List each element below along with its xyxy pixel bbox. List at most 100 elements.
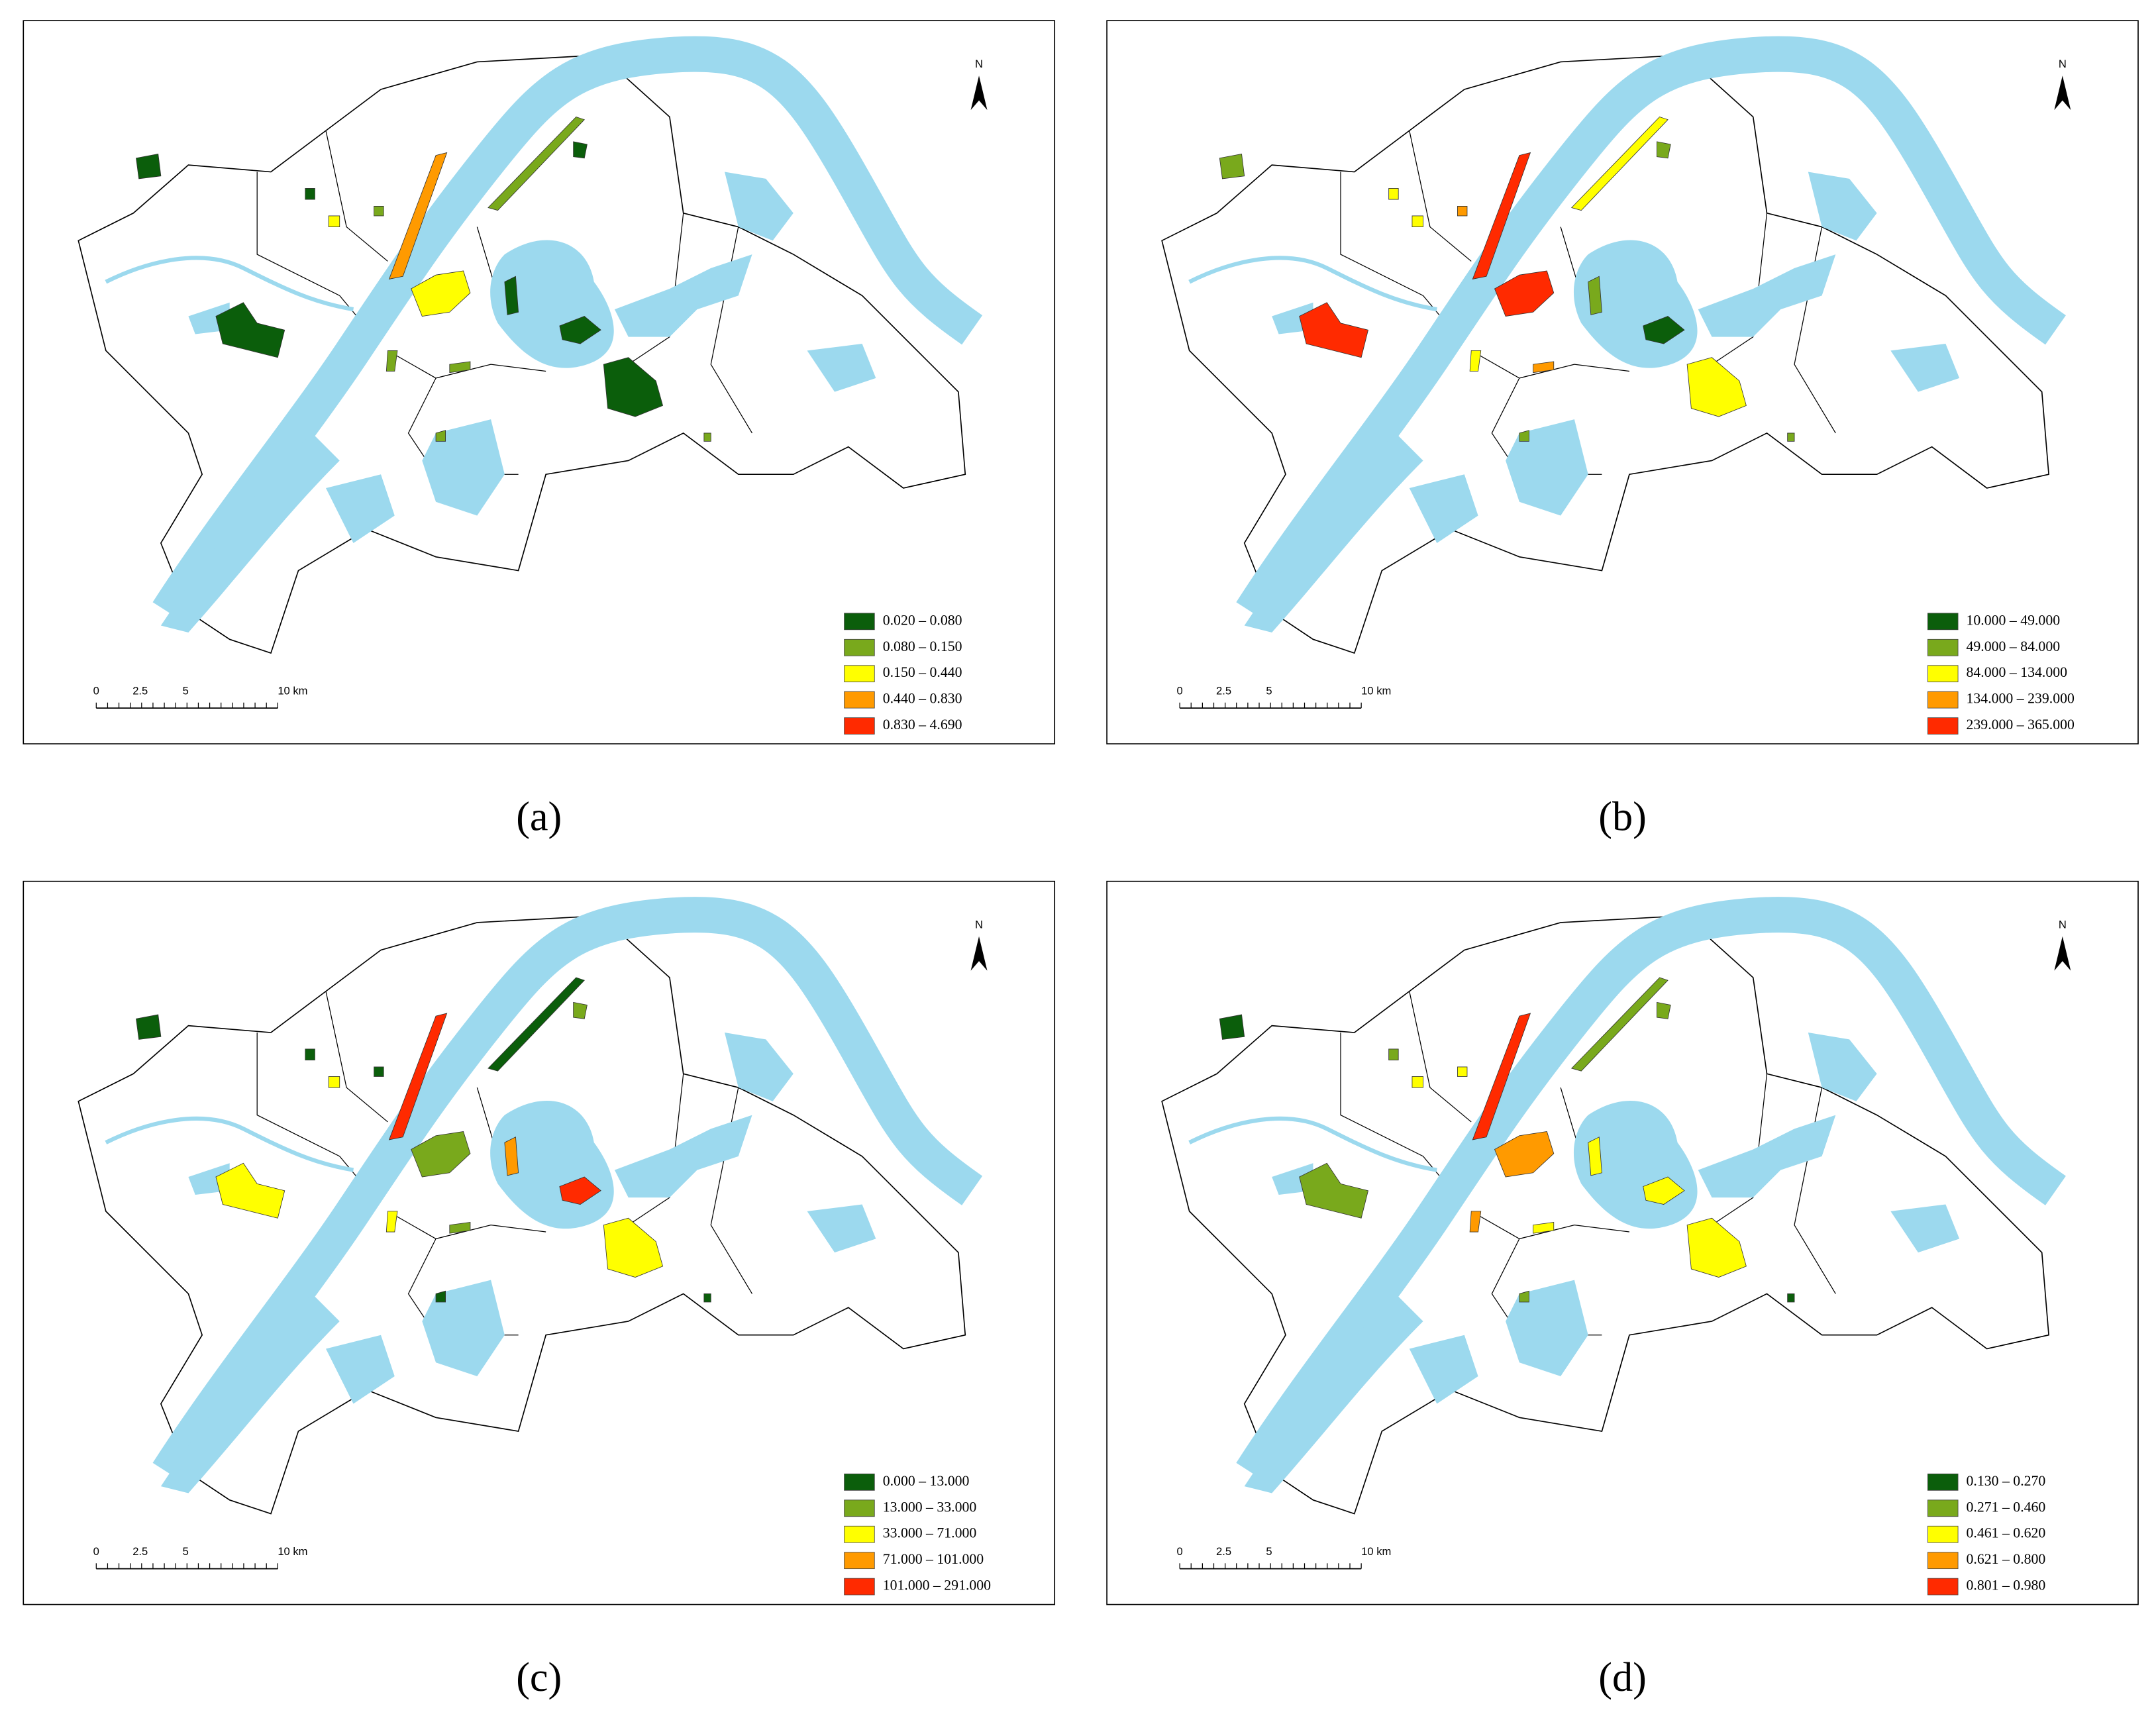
legend-label: 84.000 – 134.000	[1967, 664, 2068, 680]
park	[1643, 1176, 1685, 1205]
legend-label: 0.130 – 0.270	[1967, 1473, 2046, 1489]
park	[1299, 302, 1369, 358]
legend-label: 0.461 – 0.620	[1967, 1525, 2046, 1541]
park	[1299, 1162, 1369, 1219]
scale-label: 5	[1266, 1545, 1272, 1558]
legend-swatch	[1927, 1499, 1959, 1517]
park	[559, 316, 601, 344]
park	[328, 1076, 340, 1088]
park	[1494, 1131, 1555, 1178]
park	[603, 357, 664, 417]
panel-caption: (a)	[516, 795, 562, 840]
legend-label: 134.000 – 239.000	[1967, 691, 2075, 707]
park	[1657, 1001, 1671, 1019]
park	[411, 270, 471, 317]
park	[435, 430, 446, 442]
park	[136, 154, 162, 179]
north-arrow	[2054, 76, 2071, 111]
legend-label: 33.000 – 71.000	[883, 1525, 977, 1541]
park	[411, 1131, 471, 1178]
park	[215, 302, 285, 358]
legend-swatch	[1927, 1525, 1959, 1543]
park	[435, 1290, 446, 1303]
north-label: N	[2059, 918, 2067, 931]
park	[1787, 432, 1795, 442]
north-label: N	[975, 918, 983, 931]
legend-label: 0.271 – 0.460	[1967, 1499, 2046, 1515]
park	[1519, 430, 1529, 442]
legend-label: 0.801 – 0.980	[1967, 1578, 2046, 1594]
park	[215, 1162, 285, 1219]
park	[1469, 350, 1482, 372]
map-panel: N 0 2.5 5 10 km 10.000 – 49.000 49.000 – 84.00…	[1106, 20, 2139, 744]
legend-label: 0.150 – 0.440	[883, 664, 962, 680]
legend-label: 49.000 – 84.000	[1967, 638, 2061, 654]
park	[1533, 1222, 1555, 1234]
park	[1588, 276, 1602, 315]
scale-label: 5	[1266, 685, 1272, 697]
park	[559, 1176, 601, 1205]
legend-label: 0.621 – 0.800	[1967, 1551, 2046, 1567]
legend-label: 0.830 – 4.690	[883, 717, 962, 733]
park	[1457, 205, 1468, 217]
legend-label: 10.000 – 49.000	[1967, 612, 2061, 628]
legend-swatch	[1927, 717, 1959, 734]
park	[1472, 1013, 1531, 1140]
park	[374, 205, 384, 217]
legend-swatch	[1927, 613, 1959, 631]
park	[1787, 1293, 1795, 1303]
legend-swatch	[844, 665, 875, 683]
legend-swatch	[844, 613, 875, 631]
park	[1412, 1076, 1423, 1088]
legend-swatch	[844, 1525, 875, 1543]
legend-label: 13.000 – 33.000	[883, 1499, 977, 1515]
legend-label: 0.020 – 0.080	[883, 612, 962, 628]
scale-label: 2.5	[132, 1545, 148, 1558]
panel-caption: (d)	[1598, 1655, 1647, 1700]
park	[1219, 154, 1245, 179]
scale-label: 2.5	[1216, 1545, 1231, 1558]
scale-label: 5	[183, 685, 189, 697]
scale-label: 0	[1176, 685, 1182, 697]
scale-label: 10 km	[1361, 1545, 1391, 1558]
scale-label: 0	[93, 1545, 99, 1558]
park	[1388, 188, 1399, 200]
north-label: N	[2059, 58, 2067, 70]
scale-label: 5	[183, 1545, 189, 1558]
legend-swatch	[844, 691, 875, 709]
scale-label: 10 km	[278, 1545, 307, 1558]
park	[603, 1217, 664, 1278]
park	[504, 1137, 519, 1176]
park	[703, 432, 711, 442]
map-panel: N 0 2.5 5 10 km 0.000 – 13.000 13.000 – 33.000…	[23, 880, 1056, 1605]
park	[1412, 215, 1423, 227]
legend-swatch	[844, 1578, 875, 1595]
north-arrow	[970, 936, 988, 971]
legend-swatch	[844, 1499, 875, 1517]
legend-swatch	[844, 717, 875, 734]
park	[388, 152, 448, 279]
park	[1533, 361, 1555, 374]
park	[488, 977, 586, 1072]
legend-label: 239.000 – 365.000	[1967, 717, 2075, 733]
scale-label: 0	[93, 685, 99, 697]
park	[703, 1293, 711, 1303]
park	[136, 1014, 162, 1040]
panel-caption: (c)	[516, 1655, 562, 1700]
park	[488, 117, 586, 211]
map-panel: N 0 2.5 5 10 km 0.020 – 0.080 0.080 – 0.150 0.1…	[23, 20, 1056, 744]
legend-label: 71.000 – 101.000	[883, 1551, 984, 1567]
legend-swatch	[844, 1552, 875, 1570]
park	[305, 1048, 315, 1060]
park	[1494, 270, 1555, 317]
scale-label: 10 km	[278, 685, 307, 697]
park	[388, 1013, 448, 1140]
park	[1469, 1211, 1482, 1233]
legend-swatch	[844, 1473, 875, 1491]
north-arrow	[970, 76, 988, 111]
legend-swatch	[1927, 638, 1959, 656]
legend-swatch	[844, 638, 875, 656]
legend-label: 0.000 – 13.000	[883, 1473, 970, 1489]
